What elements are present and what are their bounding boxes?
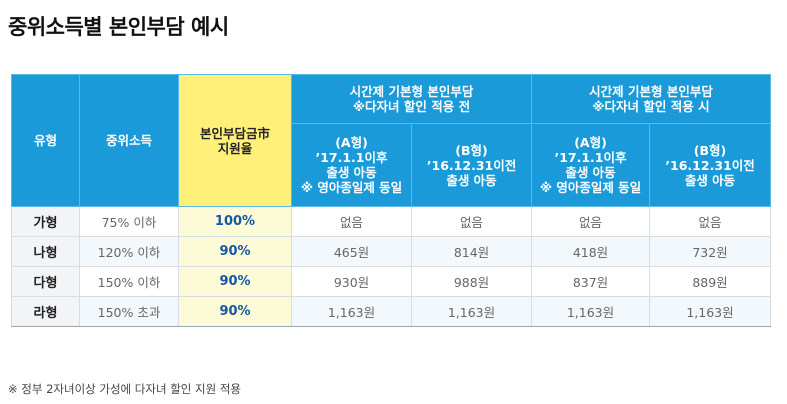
row-type: 라형 xyxy=(11,296,80,327)
a-type-label: (A형) xyxy=(335,135,368,150)
b-type-date: ’16.12.31이전 xyxy=(665,157,755,173)
row-b-after: 없음 xyxy=(649,206,771,237)
footnote: ※ 정부 2자녀이상 가성에 다자녀 할인 지원 적용 xyxy=(8,382,241,396)
a-type-note: ※ 영아종일제 동일 xyxy=(300,180,403,195)
a-type-date: ’17.1.1이후 xyxy=(315,150,388,165)
table-row: 라형 150% 초과 90% 1,163원 1,163원 1,163원 1,16… xyxy=(11,296,771,327)
header-type: 유형 xyxy=(11,74,80,207)
row-income: 120% 이하 xyxy=(79,236,179,267)
b-type-label: (B형) xyxy=(693,142,727,158)
group-after-line2: ※다자녀 할인 적용 시 xyxy=(592,99,710,114)
group-after-line1: 시간제 기본형 본인부담 xyxy=(589,84,713,99)
header-group-after-discount: 시간제 기본형 본인부담 ※다자녀 할인 적용 시 xyxy=(531,74,771,124)
header-b-type-before: (B형) ’16.12.31이전 출생 아동 xyxy=(411,123,532,207)
row-b-before: 1,163원 xyxy=(411,296,532,327)
header-support-rate: 본인부담금市 지원율 xyxy=(178,74,292,207)
row-income: 150% 이하 xyxy=(79,266,179,297)
row-type: 다형 xyxy=(11,266,80,297)
row-a-after: 837원 xyxy=(531,266,650,297)
row-a-before: 930원 xyxy=(291,266,412,297)
header-income: 중위소득 xyxy=(79,74,179,207)
row-b-before: 988원 xyxy=(411,266,532,297)
a-type-note: ※ 영아종일제 동일 xyxy=(539,180,642,195)
row-type: 나형 xyxy=(11,236,80,267)
a-type-child: 출생 아동 xyxy=(565,165,616,180)
header-support-rate-line1: 본인부담금市 xyxy=(199,125,270,141)
header-support-rate-line2: 지원율 xyxy=(217,140,253,156)
table-row: 가형 75% 이하 100% 없음 없음 없음 없음 xyxy=(11,206,771,237)
row-a-before: 1,163원 xyxy=(291,296,412,327)
header-group-before-discount: 시간제 기본형 본인부담 ※다자녀 할인 적용 전 xyxy=(291,74,532,124)
b-type-child: 출생 아동 xyxy=(446,172,497,188)
table-row: 다형 150% 이하 90% 930원 988원 837원 889원 xyxy=(11,266,771,297)
row-b-after: 889원 xyxy=(649,266,771,297)
header-a-type-before: (A형) ’17.1.1이후 출생 아동 ※ 영아종일제 동일 xyxy=(291,123,412,207)
b-type-child: 출생 아동 xyxy=(684,172,736,188)
row-a-after: 없음 xyxy=(531,206,650,237)
row-a-after: 1,163원 xyxy=(531,296,650,327)
row-income: 150% 초과 xyxy=(79,296,179,327)
row-a-before: 465원 xyxy=(291,236,412,267)
group-before-line1: 시간제 기본형 본인부담 xyxy=(349,84,474,99)
a-type-child: 출생 아동 xyxy=(326,165,377,180)
header-b-type-after: (B형) ’16.12.31이전 출생 아동 xyxy=(649,123,771,207)
row-support-rate: 90% xyxy=(178,296,292,327)
row-b-after: 732원 xyxy=(649,236,771,267)
page-title: 중위소득별 본인부담 예시 xyxy=(8,15,229,39)
row-b-after: 1,163원 xyxy=(649,296,771,327)
row-a-before: 없음 xyxy=(291,206,412,237)
a-type-label: (A형) xyxy=(574,135,607,150)
b-type-date: ’16.12.31이전 xyxy=(426,157,517,173)
row-b-before: 없음 xyxy=(411,206,532,237)
row-support-rate: 100% xyxy=(178,206,292,237)
b-type-label: (B형) xyxy=(455,142,488,158)
a-type-date: ’17.1.1이후 xyxy=(554,150,627,165)
row-support-rate: 90% xyxy=(178,236,292,267)
row-b-before: 814원 xyxy=(411,236,532,267)
row-support-rate: 90% xyxy=(178,266,292,297)
copay-table: 유형 중위소득 본인부담금市 지원율 시간제 기본형 본인부담 ※다자녀 할인 … xyxy=(11,74,771,327)
row-type: 가형 xyxy=(11,206,80,237)
row-income: 75% 이하 xyxy=(79,206,179,237)
header-a-type-after: (A형) ’17.1.1이후 출생 아동 ※ 영아종일제 동일 xyxy=(531,123,650,207)
row-a-after: 418원 xyxy=(531,236,650,267)
group-before-line2: ※다자녀 할인 적용 전 xyxy=(352,99,471,114)
table-row: 나형 120% 이하 90% 465원 814원 418원 732원 xyxy=(11,236,771,267)
